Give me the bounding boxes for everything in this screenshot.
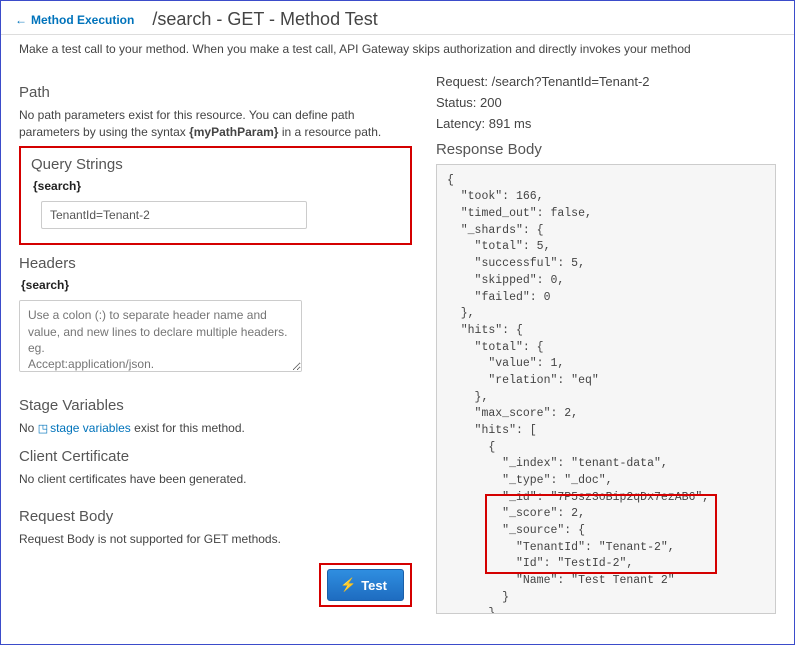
page-title: /search - GET - Method Test [152, 9, 377, 30]
test-button-label: Test [361, 578, 387, 593]
intro-text: Make a test call to your method. When yo… [19, 41, 776, 58]
cert-text: No client certificates have been generat… [19, 471, 412, 488]
outer-frame: ← Method Execution /search - GET - Metho… [0, 0, 795, 645]
qs-input[interactable] [41, 201, 307, 229]
left-column: Path No path parameters exist for this r… [19, 74, 412, 614]
stage-variables-link[interactable]: stage variables [50, 421, 131, 435]
qs-param-label: {search} [33, 179, 400, 193]
body-title: Request Body [19, 508, 412, 525]
qs-title: Query Strings [31, 156, 400, 173]
headers-title: Headers [19, 255, 412, 272]
headers-param-label: {search} [21, 278, 412, 292]
query-strings-box: Query Strings {search} [19, 146, 412, 245]
test-button-highlight: ⚡ Test [319, 563, 412, 607]
cert-title: Client Certificate [19, 448, 412, 465]
content-columns: Path No path parameters exist for this r… [1, 68, 794, 624]
status-line: Status: 200 [436, 95, 776, 110]
back-arrow-icon: ← [15, 13, 27, 27]
external-link-icon: ◳ [38, 422, 48, 437]
path-title: Path [19, 84, 412, 101]
response-body: { "took": 166, "timed_out": false, "_sha… [436, 164, 776, 614]
test-button[interactable]: ⚡ Test [327, 569, 404, 601]
path-text: No path parameters exist for this resour… [19, 107, 412, 141]
headers-textarea[interactable] [19, 300, 302, 372]
response-title: Response Body [436, 141, 776, 158]
stage-title: Stage Variables [19, 397, 412, 414]
latency-line: Latency: 891 ms [436, 116, 776, 131]
body-text: Request Body is not supported for GET me… [19, 531, 412, 548]
back-link[interactable]: ← Method Execution [15, 13, 134, 27]
right-column: Request: /search?TenantId=Tenant-2 Statu… [436, 74, 776, 614]
response-json: { "took": 166, "timed_out": false, "_sha… [447, 174, 709, 614]
request-line: Request: /search?TenantId=Tenant-2 [436, 74, 776, 89]
stage-text: No ◳stage variables exist for this metho… [19, 420, 412, 437]
back-label: Method Execution [31, 13, 134, 27]
header: ← Method Execution /search - GET - Metho… [1, 1, 794, 35]
bolt-icon: ⚡ [340, 577, 356, 593]
